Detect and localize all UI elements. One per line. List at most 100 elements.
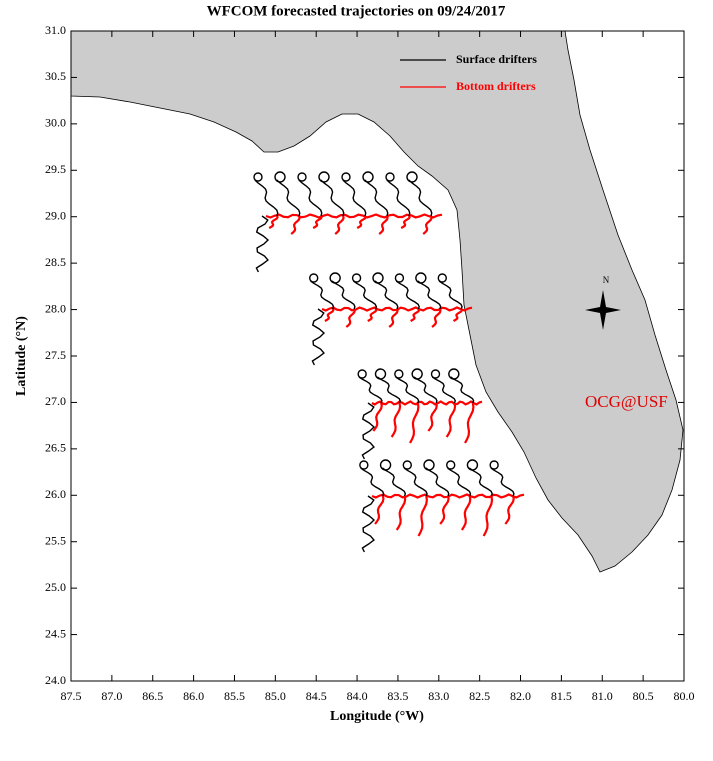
bottom-drifter [388,308,399,328]
surface-drifter [490,467,515,497]
surface-loop [411,368,423,380]
surface-drifter [320,179,345,217]
y-tick-label: 25.0 [45,580,66,594]
surface-drifter [361,402,376,460]
bottom-drifter [409,402,420,444]
surface-drifter [358,376,383,404]
y-tick-label: 28.5 [45,255,66,269]
surface-loop [297,172,307,182]
bottom-drifter [356,215,367,229]
y-tick-label: 29.5 [45,162,66,176]
y-tick-label: 26.5 [45,441,66,455]
surface-loop [274,171,286,183]
x-tick-label: 82.5 [469,689,490,703]
y-tick-label: 29.0 [45,208,66,222]
surface-drifter [468,467,493,497]
surface-drifter [450,376,475,404]
bottom-drifter [374,495,385,525]
surface-drifter [331,280,356,310]
surface-loop [357,369,367,379]
bottom-drifter [265,213,443,219]
surface-loop [437,273,447,283]
bottom-drifter [345,308,356,328]
surface-drifter [431,376,457,404]
bottom-drifter [445,402,457,438]
compass-rose [585,290,621,330]
bottom-drifter [372,402,383,432]
surface-loop [402,460,412,470]
surface-loop [341,172,351,182]
y-tick-label: 26.0 [45,487,66,501]
y-tick-label: 25.5 [45,533,66,547]
bottom-drifter [439,495,450,525]
y-tick-label: 24.0 [45,673,66,687]
x-tick-label: 84.0 [347,689,368,703]
surface-loop [406,171,418,183]
surface-loop [318,171,330,183]
surface-loop [359,460,369,470]
y-tick-label: 28.0 [45,301,66,315]
bottom-drifter [395,495,407,531]
x-tick-label: 85.0 [265,689,286,703]
surface-drifter [413,376,438,404]
bottom-drifter [431,308,442,328]
bottom-drifter [367,308,378,322]
y-tick-label: 24.5 [45,626,66,640]
surface-drifter [364,179,389,217]
x-tick-label: 84.5 [306,689,327,703]
bottom-drifter [464,402,475,444]
bottom-drifter [460,495,472,531]
land [70,30,684,573]
x-tick-label: 80.5 [633,689,654,703]
title: WFCOM forecasted trajectories on 09/24/2… [207,3,506,19]
surface-drifter [276,179,301,217]
y-axis-label: Latitude (°N) [14,316,29,396]
surface-loop [385,172,395,182]
surface-drifter [342,179,367,217]
surface-loop [309,273,319,283]
surface-loop [430,369,441,379]
surface-drifter [395,280,420,310]
x-tick-label: 87.5 [61,689,82,703]
bottom-drifter [334,215,345,235]
bottom-drifter [371,400,483,406]
y-tick-label: 27.5 [45,348,66,362]
surface-drifter [408,179,433,217]
surface-loop [372,272,384,284]
surface-drifter [376,376,402,404]
surface-drifter [360,467,385,497]
annotation: OCG@USF [585,392,668,411]
surface-drifter [255,215,270,273]
x-tick-label: 87.0 [101,689,122,703]
surface-loop [351,273,362,283]
surface-drifter [447,467,472,497]
x-tick-label: 83.0 [428,689,449,703]
y-tick-label: 31.0 [45,23,66,37]
legend-label: Bottom drifters [456,79,536,93]
surface-drifter [310,280,335,310]
surface-drifter [353,280,378,310]
x-tick-label: 86.5 [142,689,163,703]
bottom-drifter [312,215,323,229]
bottom-drifter [290,215,301,235]
surface-drifter [361,495,376,553]
surface-drifter [298,179,323,217]
bottom-drifter [410,308,421,322]
surface-drifter [374,280,399,310]
x-tick-label: 80.0 [674,689,695,703]
bottom-drifter [268,215,279,229]
compass-label: N [603,275,610,285]
surface-loop [362,171,374,183]
bottom-drifter [378,215,389,235]
surface-drifter [254,179,279,217]
bottom-drifter [452,308,464,322]
bottom-drifter [390,402,402,438]
surface-loop [448,368,460,380]
surface-loop [329,272,341,284]
surface-loop [394,369,404,379]
surface-drifter [382,467,407,497]
x-tick-label: 85.5 [224,689,245,703]
surface-drifter [386,179,411,217]
y-tick-label: 30.0 [45,116,66,130]
